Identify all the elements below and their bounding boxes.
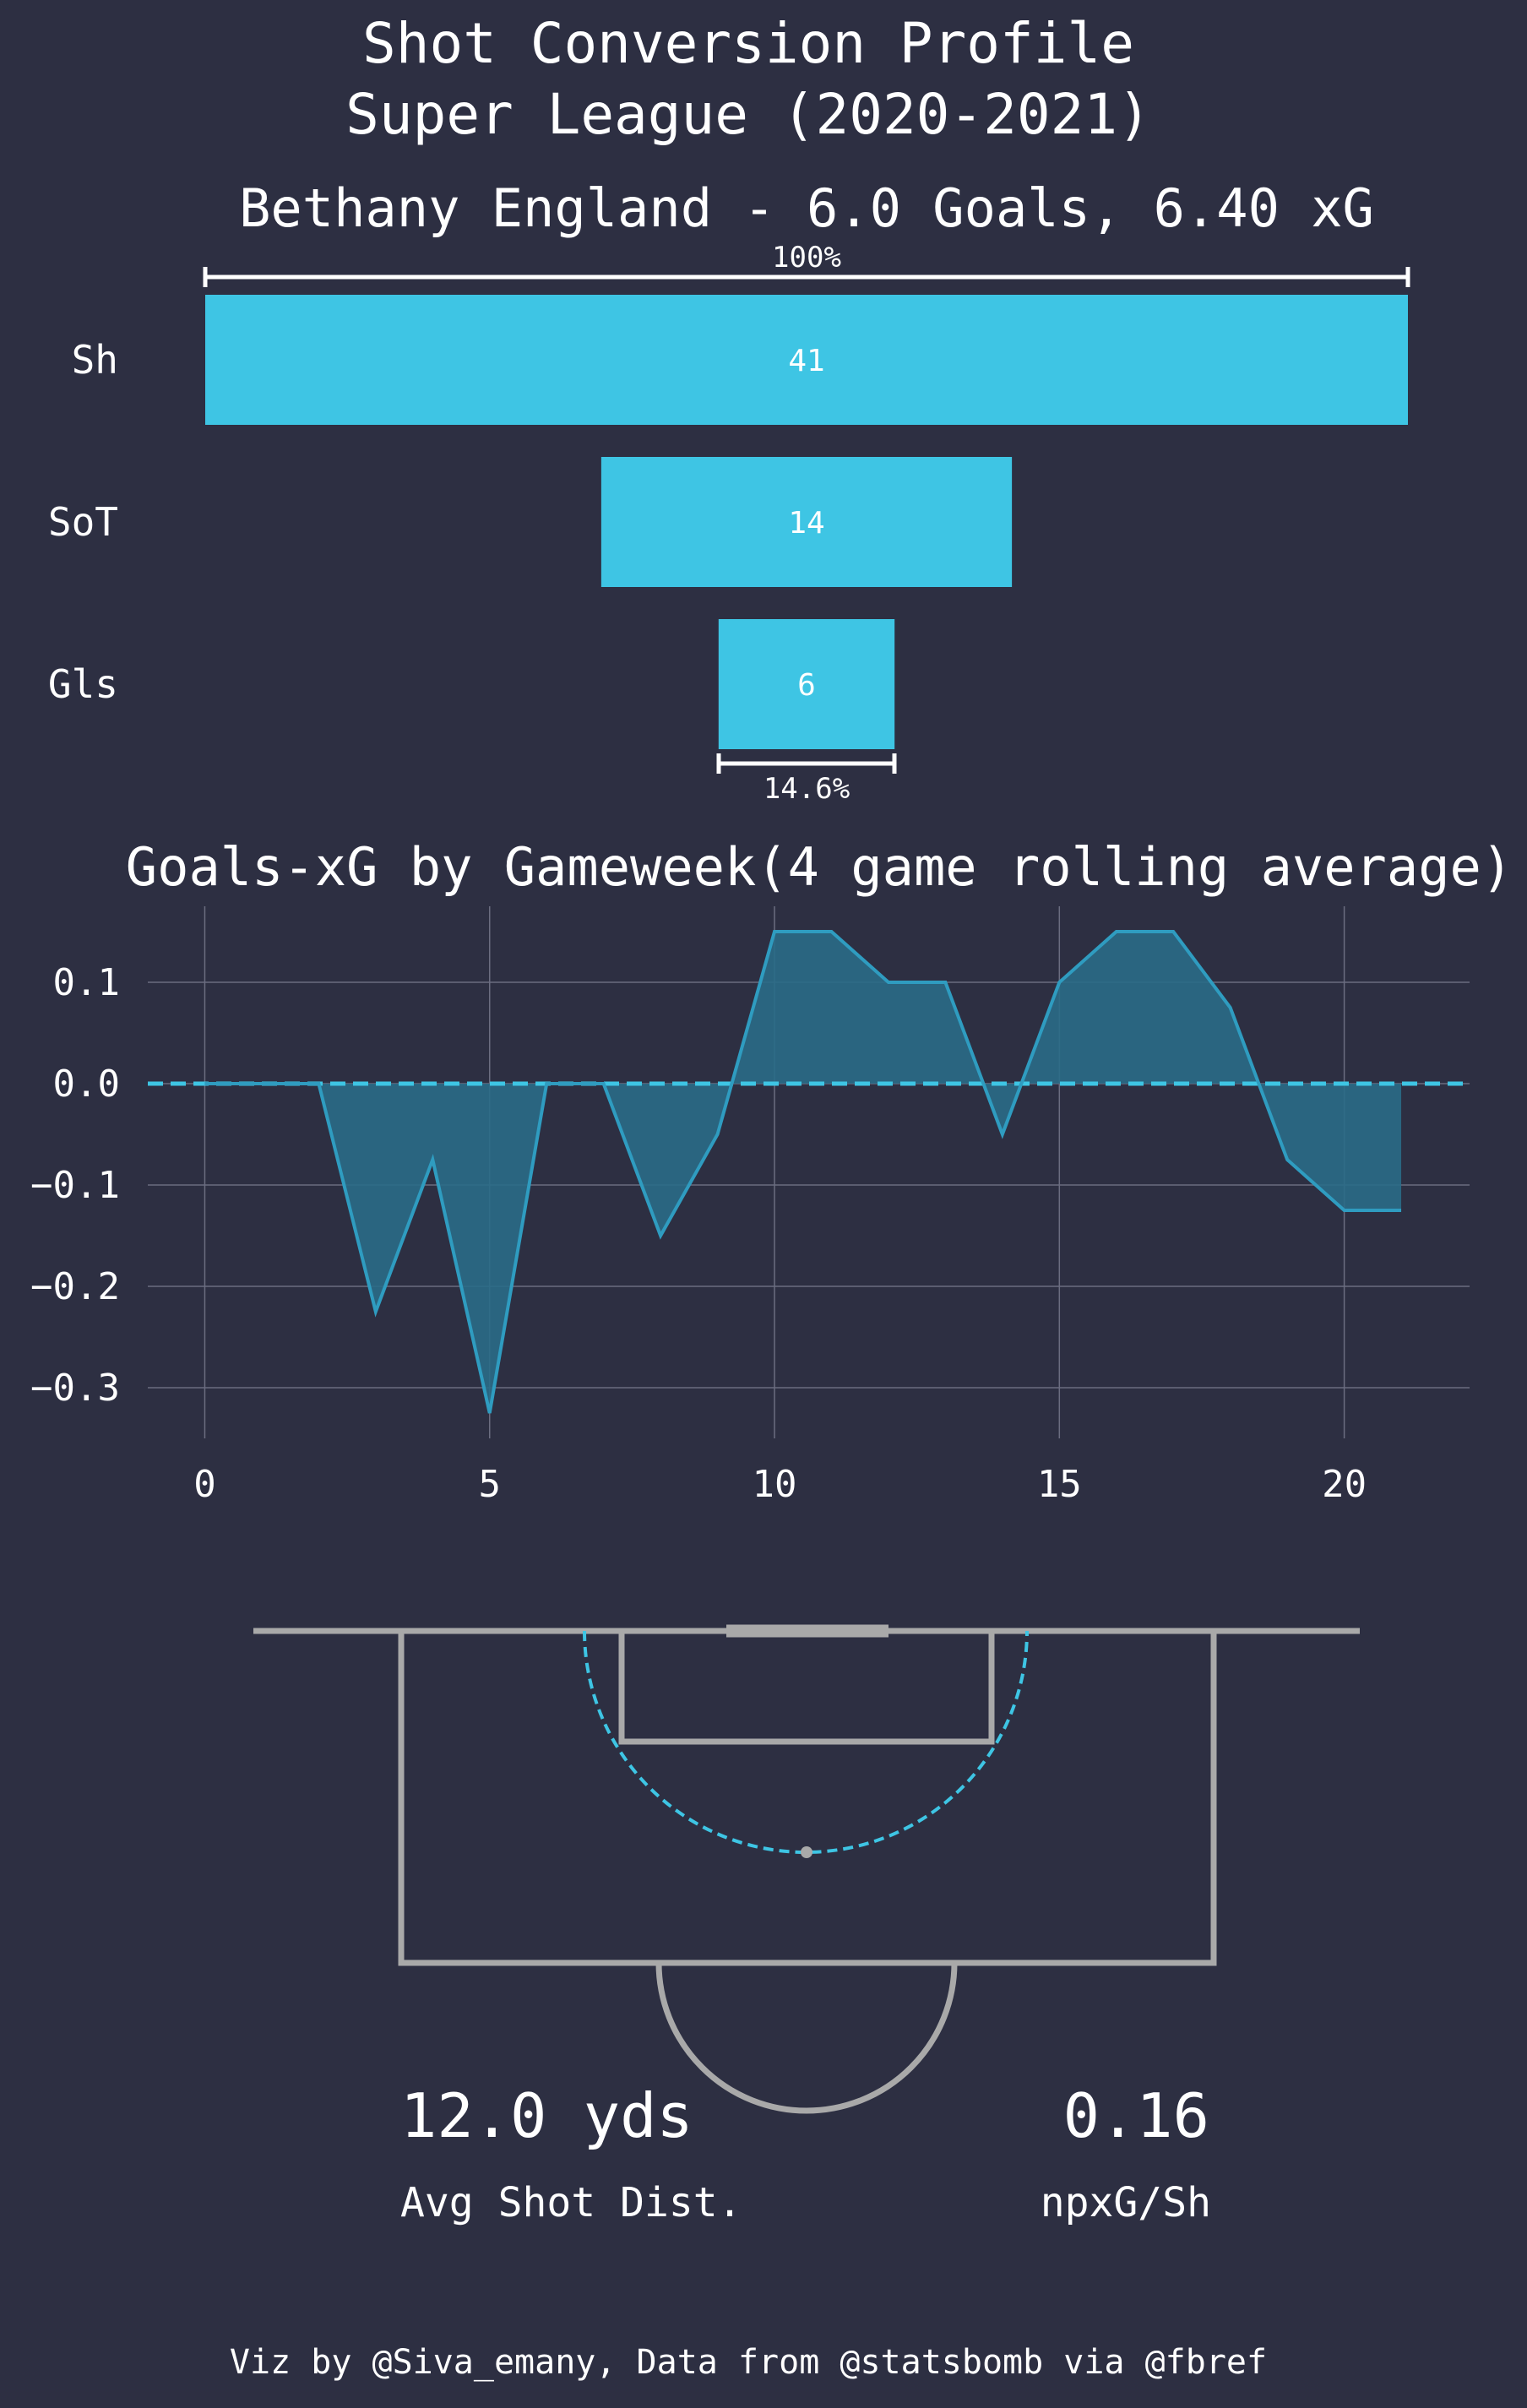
y-tick-label: 0.0: [53, 1063, 120, 1106]
npxg-per-shot-value: 0.16: [1063, 2080, 1209, 2151]
pitch: [253, 1624, 1360, 2114]
x-tick-label: 10: [753, 1463, 797, 1506]
funnel-category-sot: SoT: [48, 499, 118, 545]
penalty-arc: [655, 1962, 958, 2114]
y-tick-label: 0.1: [53, 961, 120, 1004]
series-line: [204, 930, 1402, 1414]
y-tick-label: −0.2: [30, 1265, 120, 1308]
y-tick-label: −0.1: [30, 1164, 120, 1207]
x-tick-label: 15: [1037, 1463, 1082, 1506]
funnel-bar-sot: [600, 457, 1013, 587]
goals-xg-chart: Goals-xG by Gameweek(4 game rolling aver…: [30, 836, 1513, 1506]
funnel-bar-sh: [205, 295, 1408, 425]
main-title-line2: Super League (2020-2021): [345, 82, 1151, 147]
y-tick-label: −0.3: [30, 1367, 120, 1410]
bottom-bracket: 14.6%: [716, 753, 897, 806]
funnel-value-sot: 14: [788, 506, 824, 541]
funnel-value-sh: 41: [788, 344, 824, 378]
main-title-line1: Shot Conversion Profile: [362, 11, 1134, 76]
funnel-value-gls: 6: [797, 668, 816, 703]
footer-credit: Viz by @Siva_emany, Data from @statsbomb…: [230, 2343, 1267, 2382]
top-bracket-label: 100%: [772, 241, 841, 275]
funnel-bars: 41 Sh 14 SoT 6 Gls: [48, 295, 1408, 749]
avg-shot-distance-arc: [583, 1630, 1029, 1854]
x-tick-label: 0: [193, 1463, 216, 1506]
avg-shot-distance-value: 12.0 yds: [400, 2080, 693, 2151]
penalty-box: [398, 1631, 1217, 1966]
funnel-chart: Bethany England - 6.0 Goals, 6.40 xG 41 S…: [48, 177, 1410, 806]
x-tick-label: 5: [478, 1463, 501, 1506]
funnel-title: Bethany England - 6.0 Goals, 6.40 xG: [239, 177, 1374, 239]
six-yard-box: [618, 1631, 995, 1745]
bottom-bracket-label: 14.6%: [764, 772, 850, 806]
top-bracket: 100%: [203, 241, 1410, 287]
funnel-category-sh: Sh: [72, 337, 118, 383]
funnel-bar-gls: [718, 619, 895, 749]
area-fill: [204, 932, 1402, 1413]
area-tick-labels: 0 5 10 15 20 0.1 0.0 −0.1 −0.2 −0.3: [30, 961, 1367, 1506]
avg-shot-point: [801, 1846, 812, 1858]
npxg-per-shot-label: npxG/Sh: [1041, 2179, 1211, 2226]
funnel-category-gls: Gls: [48, 661, 118, 707]
avg-shot-distance-label: Avg Shot Dist.: [400, 2179, 742, 2226]
x-tick-label: 20: [1322, 1463, 1367, 1506]
goals-xg-title: Goals-xG by Gameweek(4 game rolling aver…: [126, 836, 1513, 898]
